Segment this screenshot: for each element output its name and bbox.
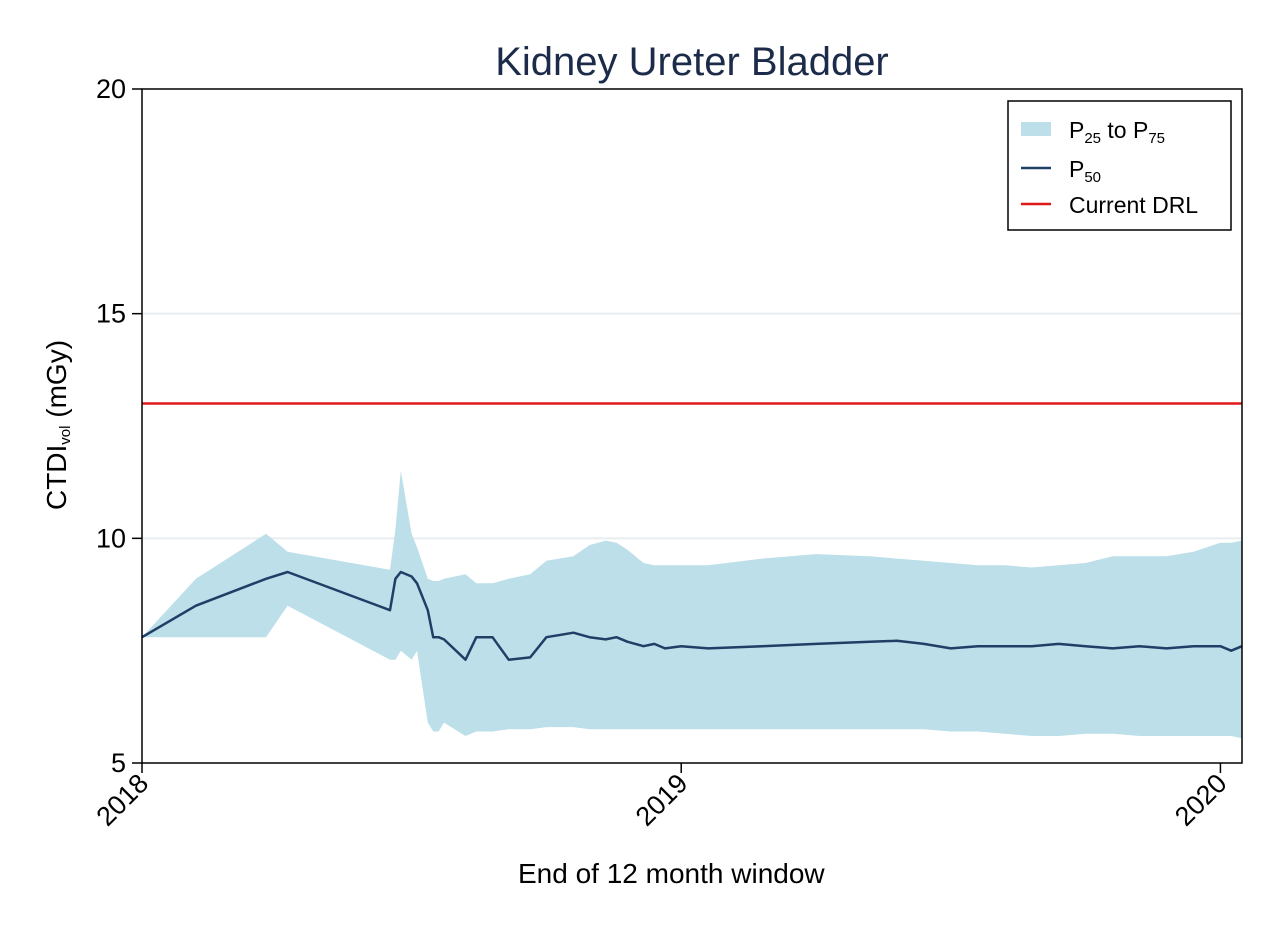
y-tick-label: 15	[96, 299, 126, 329]
plot-area-frame	[141, 88, 1243, 764]
x-axis-title: End of 12 month window	[518, 858, 825, 889]
y-tick-label: 20	[96, 74, 126, 104]
x-tick-label: 2018	[91, 768, 155, 832]
grid-lines	[142, 312, 1242, 540]
y-axis-ticks: 5 10 15 20	[96, 74, 142, 778]
y-tick-label: 5	[111, 748, 126, 778]
x-tick-label: 2020	[1169, 768, 1233, 832]
y-axis-title-main: CTDI	[41, 445, 72, 510]
legend: P25 to P75 P50 Current DRL	[1007, 100, 1232, 231]
legend-label-median: P50	[1069, 156, 1101, 186]
x-axis-ticks: 2018 2019 2020	[91, 763, 1233, 832]
legend-swatch-band	[1021, 122, 1051, 136]
x-tick-label: 2019	[630, 768, 694, 832]
y-tick-label: 10	[96, 523, 126, 553]
y-axis-title-unit: (mGy)	[41, 340, 72, 426]
p25-p75-band	[142, 470, 1242, 739]
legend-label-drl: Current DRL	[1069, 192, 1198, 218]
y-axis-title: CTDIvol (mGy)	[41, 340, 74, 510]
y-axis-title-subscript: vol	[57, 426, 74, 445]
chart-title: Kidney Ureter Bladder	[495, 40, 889, 84]
legend-label-band: P25 to P75	[1069, 117, 1165, 147]
p50-line	[141, 570, 1243, 661]
